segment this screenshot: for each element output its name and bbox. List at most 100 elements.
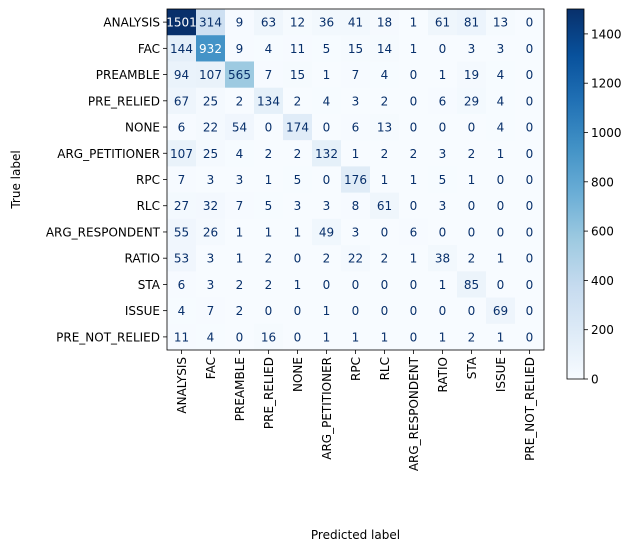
heatmap-cell (486, 166, 516, 194)
heatmap-cell (254, 87, 284, 115)
cell-value-label: 7 (265, 68, 273, 82)
cell-value-label: 4 (178, 304, 186, 318)
cell-value-label: 3 (207, 252, 215, 266)
heatmap-cell (457, 9, 487, 36)
heatmap-cell (399, 271, 429, 298)
heatmap-cell (341, 297, 371, 325)
x-tick-label: PRE_NOT_RELIED (523, 357, 537, 461)
cell-value-label: 132 (315, 147, 338, 161)
cell-value-label: 3 (352, 94, 360, 108)
heatmap-cell (167, 297, 197, 325)
heatmap-cell (312, 166, 342, 194)
cell-value-label: 0 (526, 68, 534, 82)
cell-value-label: 3 (323, 199, 331, 213)
heatmap-cell (428, 218, 458, 246)
cell-value-label: 0 (410, 278, 418, 292)
heatmap-cell (283, 323, 313, 351)
heatmap-cell (457, 61, 487, 89)
cell-value-label: 1 (381, 330, 389, 344)
cell-value-label: 29 (464, 94, 479, 108)
cell-value-label: 2 (410, 147, 418, 161)
cell-value-label: 2 (265, 278, 273, 292)
heatmap-cell (515, 61, 545, 89)
cell-value-label: 0 (526, 147, 534, 161)
heatmap-cell (196, 166, 226, 194)
cell-value-label: 3 (439, 199, 447, 213)
heatmap-cell (515, 297, 545, 325)
cell-value-label: 67 (174, 94, 189, 108)
cell-value-label: 0 (439, 121, 447, 135)
heatmap-cell (312, 271, 342, 298)
heatmap-cell (370, 113, 400, 141)
cell-value-label: 3 (497, 42, 505, 56)
cell-value-label: 1 (410, 173, 418, 187)
heatmap-cell (515, 218, 545, 246)
heatmap-cell (254, 271, 284, 298)
heatmap-cell (341, 323, 371, 351)
cell-value-label: 0 (439, 225, 447, 239)
y-axis-label: True label (9, 150, 23, 209)
heatmap-cell (312, 35, 342, 62)
cell-value-label: 0 (410, 121, 418, 135)
cell-value-label: 2 (236, 278, 244, 292)
cell-value-label: 0 (526, 94, 534, 108)
cell-value-label: 0 (236, 330, 244, 344)
heatmap-cell (515, 245, 545, 272)
heatmap-cell (196, 140, 226, 167)
heatmap-cell (515, 192, 545, 220)
cell-value-label: 27 (174, 199, 189, 213)
cell-value-label: 0 (526, 42, 534, 56)
heatmap-cell (399, 245, 429, 272)
cell-value-label: 1 (468, 173, 476, 187)
heatmap-cell (225, 192, 255, 220)
cell-value-label: 3 (294, 199, 302, 213)
cell-value-label: 0 (381, 304, 389, 318)
cell-value-label: 0 (526, 16, 534, 30)
heatmap-cell (283, 245, 313, 272)
heatmap-cells (167, 9, 545, 351)
heatmap-cell (196, 61, 226, 89)
cell-value-label: 22 (348, 252, 363, 266)
cell-value-label: 4 (497, 68, 505, 82)
heatmap-cell (428, 297, 458, 325)
heatmap-cell (370, 9, 400, 36)
heatmap-cell (254, 297, 284, 325)
heatmap-cell (486, 87, 516, 115)
colorbar-tick-label: 1400 (591, 27, 622, 41)
heatmap-cell (225, 245, 255, 272)
cell-value-label: 0 (526, 278, 534, 292)
cell-value-label: 2 (468, 330, 476, 344)
heatmap-cell (341, 192, 371, 220)
cell-value-label: 6 (352, 121, 360, 135)
cell-value-label: 0 (526, 252, 534, 266)
heatmap-cell (167, 218, 197, 246)
cell-value-label: 0 (526, 199, 534, 213)
heatmap-cell (370, 323, 400, 351)
cell-value-label: 107 (199, 68, 222, 82)
heatmap-cell (486, 245, 516, 272)
heatmap-cell (254, 140, 284, 167)
y-tick-label: NONE (125, 121, 160, 135)
heatmap-cell (428, 245, 458, 272)
heatmap-cell (167, 9, 197, 36)
heatmap-cell (312, 87, 342, 115)
cell-value-label: 3 (207, 173, 215, 187)
heatmap-cell (457, 166, 487, 194)
x-axis-ticks: ANALYSIS FAC PREAMBLE PRE_RELIED NONE ARG_PET… (175, 350, 537, 471)
cell-value-label: 2 (265, 252, 273, 266)
heatmap-cell (428, 61, 458, 89)
cell-value-label: 18 (377, 16, 392, 30)
x-tick-label: ARG_PETITIONER (320, 357, 334, 460)
y-tick-label: FAC (138, 42, 160, 56)
heatmap-cell (254, 192, 284, 220)
cell-value-label: 4 (381, 68, 389, 82)
cell-value-label: 1 (410, 42, 418, 56)
heatmap-cell (225, 9, 255, 36)
heatmap-cell (254, 113, 284, 141)
heatmap-cell (486, 271, 516, 298)
heatmap-cell (515, 166, 545, 194)
heatmap-cell (283, 140, 313, 167)
cell-value-label: 19 (464, 68, 479, 82)
heatmap-cell (370, 61, 400, 89)
cell-value-label: 61 (377, 199, 392, 213)
